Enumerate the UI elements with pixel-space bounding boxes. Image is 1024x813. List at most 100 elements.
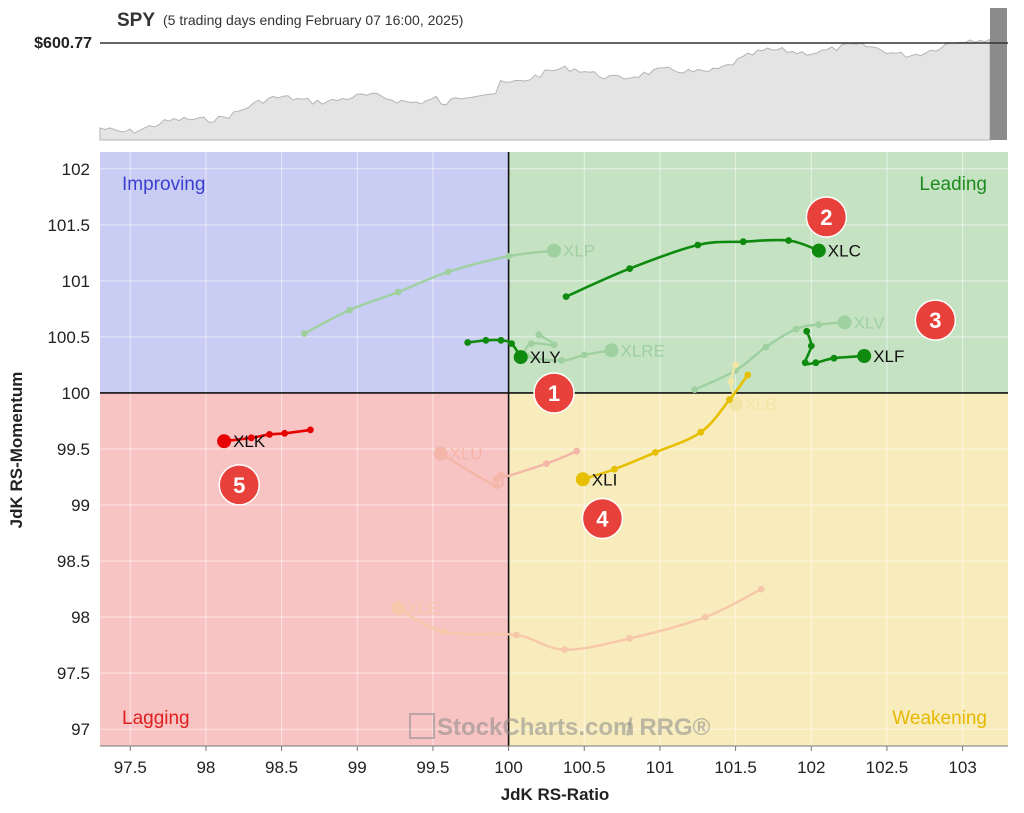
series-label: XLRE	[621, 341, 665, 360]
series-head-point[interactable]	[575, 472, 590, 487]
x-tick-label: 101.5	[714, 758, 757, 777]
series-label: XLF	[873, 347, 904, 366]
series-tail-point	[697, 428, 705, 436]
series-tail-point	[652, 449, 659, 456]
series-tail-point	[757, 585, 765, 593]
series-tail-point	[346, 306, 354, 314]
x-tick-label: 98.5	[265, 758, 298, 777]
y-tick-label: 101	[62, 272, 90, 291]
series-label: XLU	[450, 445, 483, 464]
quadrant-label-lagging: Lagging	[122, 708, 190, 729]
series-head-point[interactable]	[391, 601, 406, 616]
series-tail-point	[444, 268, 452, 276]
numbered-badge: 3	[914, 299, 957, 341]
series-tail-point	[394, 288, 402, 296]
spy-price-area	[99, 38, 991, 141]
series-tail-point	[497, 336, 505, 344]
series-tail-point	[508, 340, 515, 347]
series-label: XLY	[530, 348, 561, 367]
quadrant-label-weakening: Weakening	[892, 708, 987, 729]
series-head-point[interactable]	[837, 315, 852, 330]
numbered-badge: 1	[533, 372, 575, 414]
badge-circle	[218, 464, 260, 506]
series-xlk: XLK	[217, 426, 314, 451]
series-tail-point	[744, 371, 752, 379]
series-xle: XLE	[391, 585, 765, 653]
x-tick-label: 103	[948, 758, 976, 777]
quadrant-improving	[100, 152, 509, 393]
series-tail-point	[732, 361, 739, 369]
series-xli: XLI	[575, 371, 752, 489]
series-head-point[interactable]	[811, 243, 826, 258]
numbered-badge: 4	[581, 497, 624, 540]
y-tick-label: 101.5	[47, 216, 90, 235]
series-tail-point	[701, 613, 709, 621]
series-label: XLK	[233, 432, 266, 451]
badge-number: 4	[596, 506, 609, 531]
series-head-point[interactable]	[433, 446, 448, 461]
series-tail-point	[266, 431, 273, 438]
y-tick-label: 98	[71, 608, 90, 627]
series-layer: XLP XLV XLRE XLB XLU XLE XLC XLF XLY XLI XLK	[217, 237, 904, 653]
series-tail-point	[626, 635, 634, 642]
series-head-point[interactable]	[217, 434, 232, 449]
grid-layer	[100, 152, 1008, 746]
spy-price-label: $600.77	[34, 35, 92, 52]
series-tail-point	[573, 447, 581, 455]
series-head-point[interactable]	[547, 243, 561, 258]
x-tick-label: 101	[646, 758, 674, 777]
series-label: XLI	[592, 470, 618, 489]
series-tail-point	[739, 238, 747, 246]
series-tail-point	[626, 265, 634, 272]
x-axis-title: JdK RS-Ratio	[501, 785, 610, 804]
series-label: XLP	[563, 242, 595, 261]
quadrant-label-leading: Leading	[919, 174, 987, 195]
stockcharts-watermark: StockCharts.com / RRG®	[409, 713, 711, 741]
series-tail-point	[691, 386, 699, 393]
stockcharts-logo-icon	[409, 713, 435, 739]
series-xly: XLY	[464, 336, 561, 367]
watermark-product: / RRG®	[626, 714, 711, 741]
series-tail-point	[727, 378, 735, 386]
series-tail-point	[535, 331, 543, 339]
series-tail-point	[307, 426, 314, 434]
series-tail-point	[493, 475, 500, 483]
series-tail-point	[527, 340, 535, 347]
x-tick-label: 99.5	[416, 758, 449, 777]
series-tail-point	[464, 339, 472, 346]
series-xlf: XLF	[801, 327, 904, 367]
series-tail-point	[543, 460, 550, 467]
y-tick-label: 100	[62, 384, 90, 403]
series-tail-point	[580, 351, 588, 359]
series-tail-point	[694, 241, 702, 249]
series-tail-point	[726, 396, 733, 404]
badge-number: 5	[233, 473, 245, 498]
series-head-point[interactable]	[513, 350, 528, 365]
axes-layer: 97.5 98 98.5 99 99.5 100 100.5 101 101.5 102 102.5…	[47, 152, 1008, 777]
series-xlre: XLRE	[523, 331, 665, 364]
badge-circle	[581, 497, 624, 540]
y-tick-label: 100.5	[47, 328, 90, 347]
series-tail-point	[558, 357, 565, 364]
badge-number: 2	[820, 205, 832, 230]
badge-number: 1	[548, 381, 560, 406]
series-tail-point	[801, 359, 809, 367]
series-head-point[interactable]	[857, 349, 872, 363]
quadrant-lagging	[100, 392, 509, 746]
series-tail-point	[815, 321, 823, 328]
series-tail-point	[512, 631, 520, 639]
badge-number: 3	[929, 308, 941, 333]
series-tail-point	[762, 343, 770, 351]
series-tail-point	[247, 434, 255, 442]
watermark-brand: StockCharts.com	[437, 714, 634, 741]
series-tail-point	[830, 354, 838, 362]
series-head-point[interactable]	[604, 343, 619, 358]
series-tail-point	[803, 327, 811, 335]
series-tail-point	[505, 252, 512, 260]
numbered-badge: 2	[805, 196, 848, 238]
x-tick-label: 98	[196, 758, 215, 777]
series-tail-point	[497, 471, 505, 479]
y-tick-label: 102	[62, 160, 90, 179]
spy-symbol: SPY	[117, 10, 155, 31]
